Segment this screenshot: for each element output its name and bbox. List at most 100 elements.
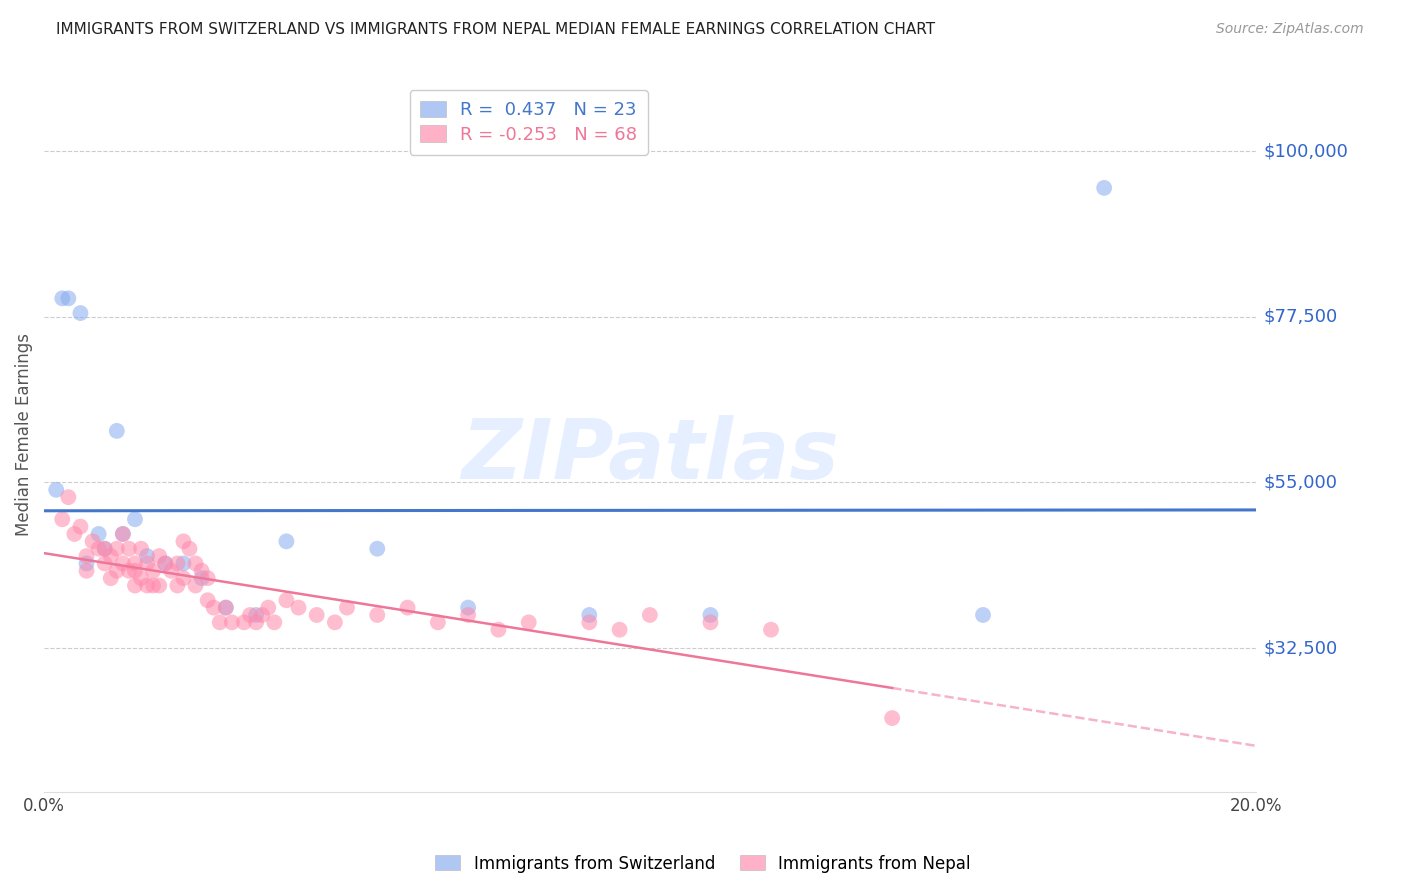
Point <box>336 600 359 615</box>
Legend: R =  0.437   N = 23, R = -0.253   N = 68: R = 0.437 N = 23, R = -0.253 N = 68 <box>409 90 648 154</box>
Point <box>257 600 280 615</box>
Point <box>136 557 159 571</box>
Point <box>197 593 219 607</box>
Point <box>172 571 194 585</box>
Point <box>305 607 328 622</box>
Point <box>76 557 98 571</box>
Point <box>486 623 509 637</box>
Point <box>323 615 346 630</box>
Point <box>699 615 721 630</box>
Point <box>239 607 262 622</box>
Point <box>124 512 146 526</box>
Point <box>69 306 91 320</box>
Point <box>221 615 243 630</box>
Text: $55,000: $55,000 <box>1264 474 1339 491</box>
Point <box>136 578 159 592</box>
Point <box>190 571 212 585</box>
Point <box>457 607 479 622</box>
Point <box>160 564 183 578</box>
Point <box>250 607 273 622</box>
Point <box>276 534 298 549</box>
Point <box>148 549 170 563</box>
Point <box>517 615 540 630</box>
Point <box>197 571 219 585</box>
Point <box>578 607 600 622</box>
Point <box>76 549 98 563</box>
Point <box>105 424 128 438</box>
Point <box>129 571 152 585</box>
Point <box>111 557 134 571</box>
Point <box>609 623 631 637</box>
Point <box>76 564 98 578</box>
Point <box>87 527 110 541</box>
Text: $100,000: $100,000 <box>1264 142 1348 160</box>
Point <box>45 483 67 497</box>
Point <box>578 615 600 630</box>
Point <box>190 564 212 578</box>
Point <box>111 527 134 541</box>
Point <box>58 291 80 305</box>
Point <box>882 711 904 725</box>
Point <box>142 564 165 578</box>
Point <box>118 564 141 578</box>
Point <box>245 615 267 630</box>
Point <box>457 600 479 615</box>
Point <box>287 600 309 615</box>
Point <box>87 541 110 556</box>
Point <box>155 557 177 571</box>
Text: ZIPatlas: ZIPatlas <box>461 416 839 497</box>
Point <box>215 600 238 615</box>
Point <box>111 527 134 541</box>
Point <box>233 615 256 630</box>
Legend: Immigrants from Switzerland, Immigrants from Nepal: Immigrants from Switzerland, Immigrants … <box>429 848 977 880</box>
Point <box>155 557 177 571</box>
Point <box>100 549 122 563</box>
Point <box>202 600 225 615</box>
Point <box>124 578 146 592</box>
Point <box>93 541 115 556</box>
Point <box>148 578 170 592</box>
Text: $32,500: $32,500 <box>1264 639 1339 657</box>
Point <box>215 600 238 615</box>
Point <box>58 490 80 504</box>
Point <box>208 615 231 630</box>
Point <box>245 607 267 622</box>
Point <box>638 607 661 622</box>
Point <box>124 557 146 571</box>
Point <box>276 593 298 607</box>
Point <box>93 557 115 571</box>
Point <box>105 541 128 556</box>
Point <box>124 564 146 578</box>
Point <box>93 541 115 556</box>
Point <box>100 571 122 585</box>
Point <box>366 607 388 622</box>
Point <box>129 541 152 556</box>
Point <box>263 615 285 630</box>
Point <box>63 527 86 541</box>
Point <box>172 534 194 549</box>
Point <box>972 607 994 622</box>
Point <box>82 534 104 549</box>
Point <box>118 541 141 556</box>
Point <box>172 557 194 571</box>
Point <box>69 519 91 533</box>
Point <box>366 541 388 556</box>
Y-axis label: Median Female Earnings: Median Female Earnings <box>15 333 32 536</box>
Point <box>51 512 73 526</box>
Text: $77,500: $77,500 <box>1264 308 1339 326</box>
Point <box>184 578 207 592</box>
Point <box>136 549 159 563</box>
Point <box>396 600 419 615</box>
Point <box>166 557 188 571</box>
Point <box>699 607 721 622</box>
Point <box>184 557 207 571</box>
Point <box>142 578 165 592</box>
Text: Source: ZipAtlas.com: Source: ZipAtlas.com <box>1216 22 1364 37</box>
Point <box>105 564 128 578</box>
Text: IMMIGRANTS FROM SWITZERLAND VS IMMIGRANTS FROM NEPAL MEDIAN FEMALE EARNINGS CORR: IMMIGRANTS FROM SWITZERLAND VS IMMIGRANT… <box>56 22 935 37</box>
Point <box>179 541 201 556</box>
Point <box>51 291 73 305</box>
Point <box>166 578 188 592</box>
Point <box>759 623 782 637</box>
Point <box>426 615 449 630</box>
